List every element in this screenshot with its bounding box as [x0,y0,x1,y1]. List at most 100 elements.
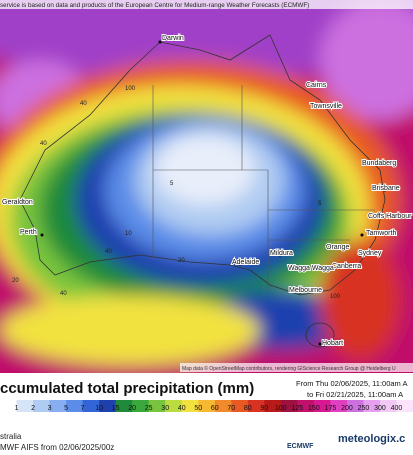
city-dot [376,215,380,219]
contour-label: 10 [125,231,132,237]
legend-label: 1 [15,405,19,412]
city-dot [358,253,362,257]
legend-label: 60 [211,405,219,412]
contour-label: 20 [178,258,185,264]
map: Darwin Cairns Townsville Bundaberg Brisb… [0,0,413,373]
legend-swatch [379,400,397,412]
city-label: Tamworth [366,230,396,237]
coastline [19,34,386,296]
model: MWF AIFS from 02/06/2025/00z [0,443,115,452]
city-dot [23,198,27,202]
title-text: ccumulated total precipitation (mm) [0,380,255,397]
legend-label: 20 [128,405,136,412]
to-time: to Fri 02/21/2025, 11:00am A [307,390,404,399]
legend-label: 400 [391,405,403,412]
city-label: Geraldton [2,199,33,206]
legend-swatch [165,400,183,412]
tasmania [305,322,335,348]
legend-label: 30 [161,405,169,412]
city-label: Cairns [306,82,327,89]
city-dot [383,188,387,192]
legend-swatch [396,400,413,412]
city-dot [318,103,322,107]
brand[interactable]: meteologix.c [338,433,406,445]
legend-label: 150 [308,405,320,412]
legend-label: 7 [81,405,85,412]
legend-label: 70 [227,405,235,412]
legend-label: 175 [325,405,337,412]
state-borders [152,85,375,290]
legend-label: 10 [95,405,103,412]
legend-label: 15 [112,405,120,412]
legend-swatch [132,400,150,412]
city-label: Canberra [332,263,361,270]
city-dot [238,262,242,266]
precip-field [0,0,413,373]
legend-label: 80 [244,405,252,412]
legend-label: 250 [358,405,370,412]
legend-swatch [16,400,34,412]
contour-label: 5 [170,181,174,187]
city-label: Perth [20,229,37,236]
city-dot [298,266,302,270]
cities: Darwin Cairns Townsville Bundaberg Brisb… [1,34,413,348]
credit: service is based on data and products of… [0,2,309,9]
legend-swatch [99,400,117,412]
city-dot [40,233,44,237]
legend-swatch [330,400,348,412]
legend-swatch [346,400,364,412]
city-label: Bundaberg [362,160,396,167]
legend-label: 90 [260,405,268,412]
city-dot [360,233,364,237]
legend-swatch [264,400,282,412]
city-dot [158,40,162,44]
city-label: Hobart [322,340,343,347]
contour-label: 40 [40,141,47,147]
from-time: From Thu 02/06/2025, 11:00am A [296,379,408,388]
city-dot [343,246,347,250]
city-label: Townsville [310,103,342,110]
city-dot [373,161,377,165]
credit-bar [0,0,413,9]
legend-swatch [280,400,298,412]
legend-swatch [363,400,381,412]
legend-label: 300 [374,405,386,412]
legend-label: 2 [31,405,35,412]
city-label: Brisbane [372,185,400,192]
legend-swatch [313,400,331,412]
legend-swatch [231,400,249,412]
city-dot [338,263,342,267]
city-label: Wagga Wagga [288,265,334,272]
legend-swatch [148,400,166,412]
legend-label: 100 [275,405,287,412]
contour-label: 20 [12,278,19,284]
legend-label: 5 [64,405,68,412]
contour-label: 100 [125,86,136,92]
legend-swatch [115,400,133,412]
city-label: Adelaide [232,259,259,266]
city-label: Sydney [358,250,382,257]
legend-swatch [0,400,18,412]
legend-label: 200 [341,405,353,412]
legend-label: 50 [194,405,202,412]
contour-label: 5 [318,201,322,207]
contour-label: 40 [105,249,112,255]
contour-label: 100 [330,294,341,300]
legend-swatch [66,400,84,412]
attribution: Map data © OpenStreetMap contributors, r… [182,365,396,372]
city-dot [278,253,282,257]
legend: 1 2 3 5 7 10 15 20 25 30 40 50 60 70 80 90 100 125 150 175 2… [0,400,413,412]
city-label: Mildura [270,250,293,257]
contour-label: 40 [60,291,67,297]
legend-label: 3 [48,405,52,412]
legend-label: 25 [145,405,153,412]
legend-swatch [297,400,315,412]
legend-swatch [33,400,51,412]
city-dot [318,342,322,346]
city-dot [298,290,302,294]
region: stralia [0,432,22,441]
legend-label: 40 [178,405,186,412]
legend-label: 125 [292,405,304,412]
city-label: Darwin [162,35,184,42]
